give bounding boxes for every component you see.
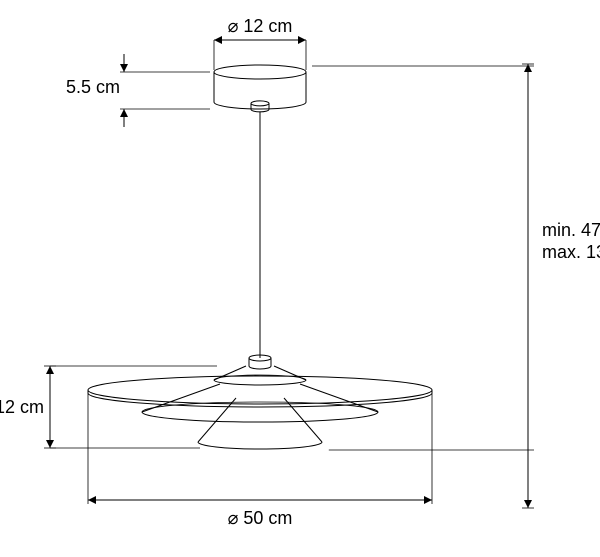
- canopy-diameter-label: ⌀ 12 cm: [228, 16, 293, 36]
- shade-height-label: 12 cm: [0, 397, 44, 417]
- canopy-height-label: 5.5 cm: [66, 77, 120, 97]
- total-min-label: min. 47.5 cm: [542, 220, 600, 240]
- shade-diameter-label: ⌀ 50 cm: [228, 508, 293, 528]
- lamp-dimension-diagram: ⌀ 12 cm 5.5 cm min. 47.5 cmmax. 137.5 cm 12…: [0, 0, 600, 557]
- total-max-label: max. 137.5 cm: [542, 242, 600, 262]
